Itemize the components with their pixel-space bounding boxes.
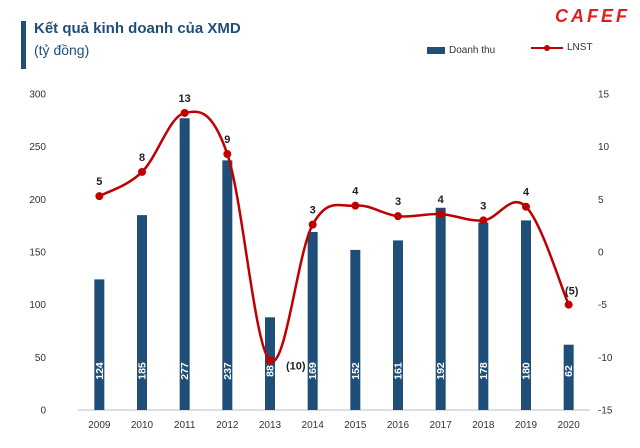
y-right-tick-label: -15	[598, 406, 613, 417]
revenue-bar-label: 161	[393, 362, 405, 380]
profit-point	[436, 210, 445, 219]
x-tick-label: 2020	[558, 420, 581, 431]
profit-point	[180, 108, 189, 117]
profit-point	[95, 192, 104, 201]
profit-point-label: 8	[139, 152, 145, 164]
profit-point-label: 3	[395, 196, 401, 208]
revenue-bar-label: 152	[350, 362, 362, 380]
y-right-tick-label: -10	[598, 353, 613, 364]
revenue-bar-label: 185	[137, 362, 149, 380]
profit-line	[98, 110, 570, 363]
x-tick-label: 2012	[216, 420, 239, 431]
y-right-tick-label: 10	[598, 142, 610, 153]
revenue-bar	[222, 160, 233, 410]
profit-point	[394, 212, 402, 221]
revenue-bar	[350, 249, 361, 410]
profit-point-label: 9	[224, 134, 230, 146]
legend-item-revenue: Doanh thu	[427, 45, 495, 56]
profit-point	[266, 356, 274, 365]
revenue-bar	[478, 222, 489, 410]
y-left-tick-label: 50	[35, 353, 47, 364]
revenue-bar	[563, 344, 574, 410]
x-tick-label: 2013	[259, 420, 282, 431]
x-tick-label: 2017	[430, 420, 453, 431]
revenue-bar	[307, 231, 318, 410]
x-tick-label: 2016	[387, 420, 410, 431]
profit-point-label: 13	[179, 93, 191, 105]
revenue-bar-label: 178	[478, 362, 490, 380]
profit-point	[564, 300, 573, 309]
chart-title: Kết quả kinh doanh của XMD	[34, 20, 241, 37]
revenue-bar	[435, 207, 446, 410]
title-accent-bar	[21, 21, 26, 69]
y-right-tick-label: -5	[598, 300, 607, 311]
y-left-tick-label: 250	[29, 142, 46, 153]
profit-point-label: 3	[310, 205, 316, 217]
profit-point-label: (10)	[286, 360, 306, 372]
legend-revenue-label: Doanh thu	[449, 45, 496, 56]
y-right-tick-label: 5	[598, 195, 604, 206]
chart-subtitle: (tỷ đồng)	[34, 42, 90, 58]
legend-bar-swatch	[427, 47, 445, 54]
y-right-tick-label: 0	[598, 248, 604, 259]
y-left-tick-label: 200	[29, 195, 46, 206]
legend-item-profit: LNST	[530, 42, 593, 53]
legend-profit-label: LNST	[567, 42, 593, 53]
profit-point	[138, 167, 146, 176]
y-left-tick-label: 300	[29, 90, 46, 101]
y-right-tick-label: 15	[598, 90, 610, 101]
profit-point-label: 4	[352, 186, 359, 198]
revenue-bar-label: 169	[307, 362, 319, 380]
revenue-bar-label: 124	[94, 362, 106, 380]
y-left-tick-label: 150	[29, 248, 46, 259]
revenue-bar	[179, 118, 190, 410]
profit-point-label: 4	[438, 194, 445, 206]
profit-point	[308, 220, 317, 229]
y-left-tick-label: 100	[29, 300, 46, 311]
cafef-logo: CAFEF	[555, 6, 630, 26]
revenue-bar	[94, 279, 105, 410]
revenue-bar-label: 237	[222, 362, 234, 380]
profit-point	[351, 201, 360, 210]
profit-point	[223, 150, 232, 159]
profit-point	[479, 216, 488, 225]
revenue-bar	[137, 215, 147, 410]
profit-point-label: 5	[96, 176, 102, 188]
x-tick-label: 2019	[515, 420, 538, 431]
revenue-bar-label: 180	[521, 362, 533, 380]
profit-point-label: 3	[480, 200, 486, 212]
revenue-bar	[521, 220, 531, 410]
x-tick-label: 2009	[88, 420, 111, 431]
y-left-tick-label: 0	[40, 406, 46, 417]
revenue-bar-label: 88	[265, 365, 277, 377]
revenue-bar-label: 62	[563, 365, 575, 377]
revenue-bar-label: 277	[179, 362, 191, 380]
revenue-bar	[393, 240, 403, 410]
x-tick-label: 2010	[131, 420, 154, 431]
x-tick-label: 2014	[302, 420, 325, 431]
x-tick-label: 2015	[344, 420, 367, 431]
legend-line-swatch	[531, 44, 563, 51]
profit-point-label: (5)	[565, 286, 579, 298]
profit-point-label: 4	[523, 187, 530, 199]
x-tick-label: 2011	[174, 420, 196, 431]
revenue-bar-label: 192	[435, 362, 447, 380]
x-tick-label: 2018	[472, 420, 495, 431]
profit-point	[522, 202, 530, 211]
